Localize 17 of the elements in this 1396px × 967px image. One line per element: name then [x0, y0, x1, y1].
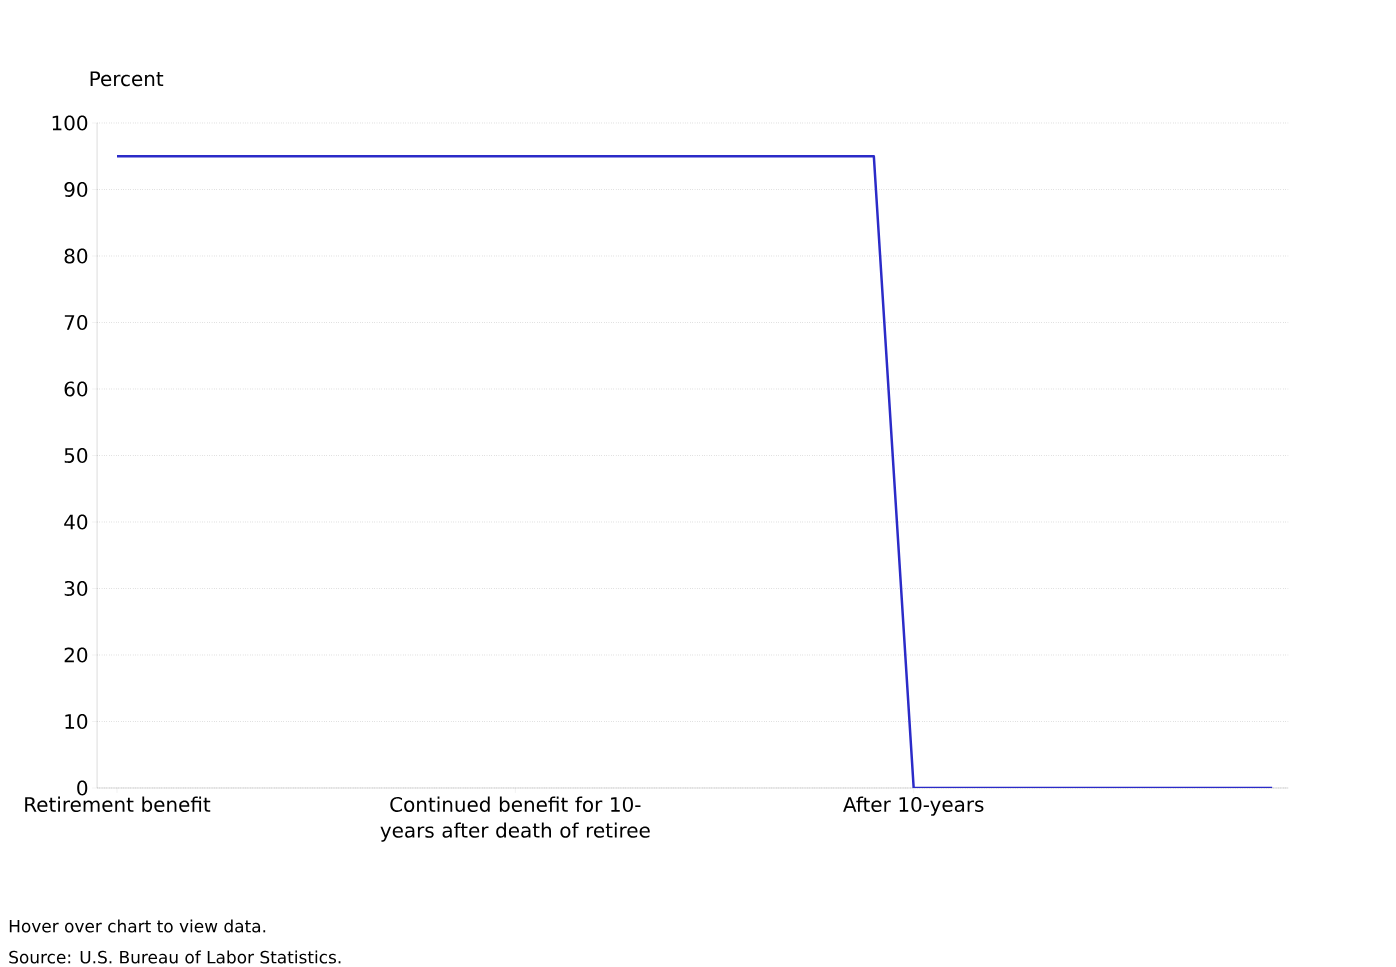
y-tick-label: 20 — [64, 647, 88, 663]
text: Hover over chart to view data. — [9, 919, 266, 933]
x-tick-label: Retirement benefit — [25, 796, 211, 812]
y-tick-label: 10 — [65, 713, 88, 730]
y-tick-label: 30 — [64, 580, 88, 597]
x-tick-label: After 10-years — [843, 796, 984, 816]
y-axis-title: Percent — [90, 71, 164, 87]
y-tick-label: 70 — [64, 314, 88, 331]
y-tick-label: 50 — [64, 447, 88, 464]
y-tick-label: 0 — [77, 780, 88, 796]
y-tick-label: 80 — [64, 248, 88, 264]
y-tick-label: 90 — [64, 181, 88, 198]
y-tick-label: 100 — [52, 115, 88, 131]
x-tick-label: Continued benefit for 10-years after death of retiree — [380, 796, 650, 842]
y-tick-label: 40 — [64, 514, 88, 530]
y-tick-label: 60 — [64, 381, 88, 397]
source-note: Source: U.S. Bureau of Labor Statistics. — [9, 950, 341, 964]
